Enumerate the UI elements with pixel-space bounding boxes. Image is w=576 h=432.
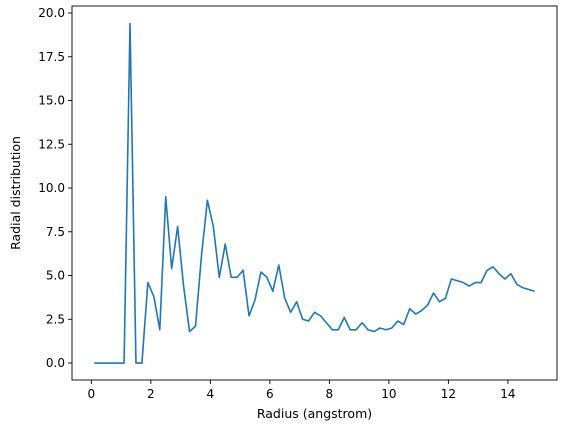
x-tick-label: 10 [381,387,396,401]
y-tick-label: 7.5 [46,225,65,239]
y-tick-label: 10.0 [38,181,65,195]
y-tick-label: 5.0 [46,269,65,283]
x-tick-label: 8 [326,387,334,401]
y-tick-label: 2.5 [46,312,65,326]
x-tick-label: 2 [147,387,155,401]
y-axis-label: Radial distribution [8,136,23,250]
x-tick-label: 12 [441,387,456,401]
series-line [94,22,535,364]
y-axis-ticks: 0.0 2.5 5.0 7.5 10.0 12.5 15.0 17.5 20.0 [38,6,72,370]
x-axis-label: Radius (angstrom) [257,406,372,421]
y-tick-label: 20.0 [38,6,65,20]
plot-area [72,6,557,380]
y-tick-label: 12.5 [38,137,65,151]
plot-frame [71,5,558,381]
x-axis-ticks: 0 2 4 6 8 10 12 14 [88,380,516,401]
x-tick-label: 6 [266,387,274,401]
x-tick-label: 14 [500,387,515,401]
y-tick-label: 0.0 [46,356,65,370]
y-tick-label: 15.0 [38,94,65,108]
y-tick-label: 17.5 [38,50,65,64]
x-tick-label: 4 [207,387,215,401]
x-tick-label: 0 [88,387,96,401]
